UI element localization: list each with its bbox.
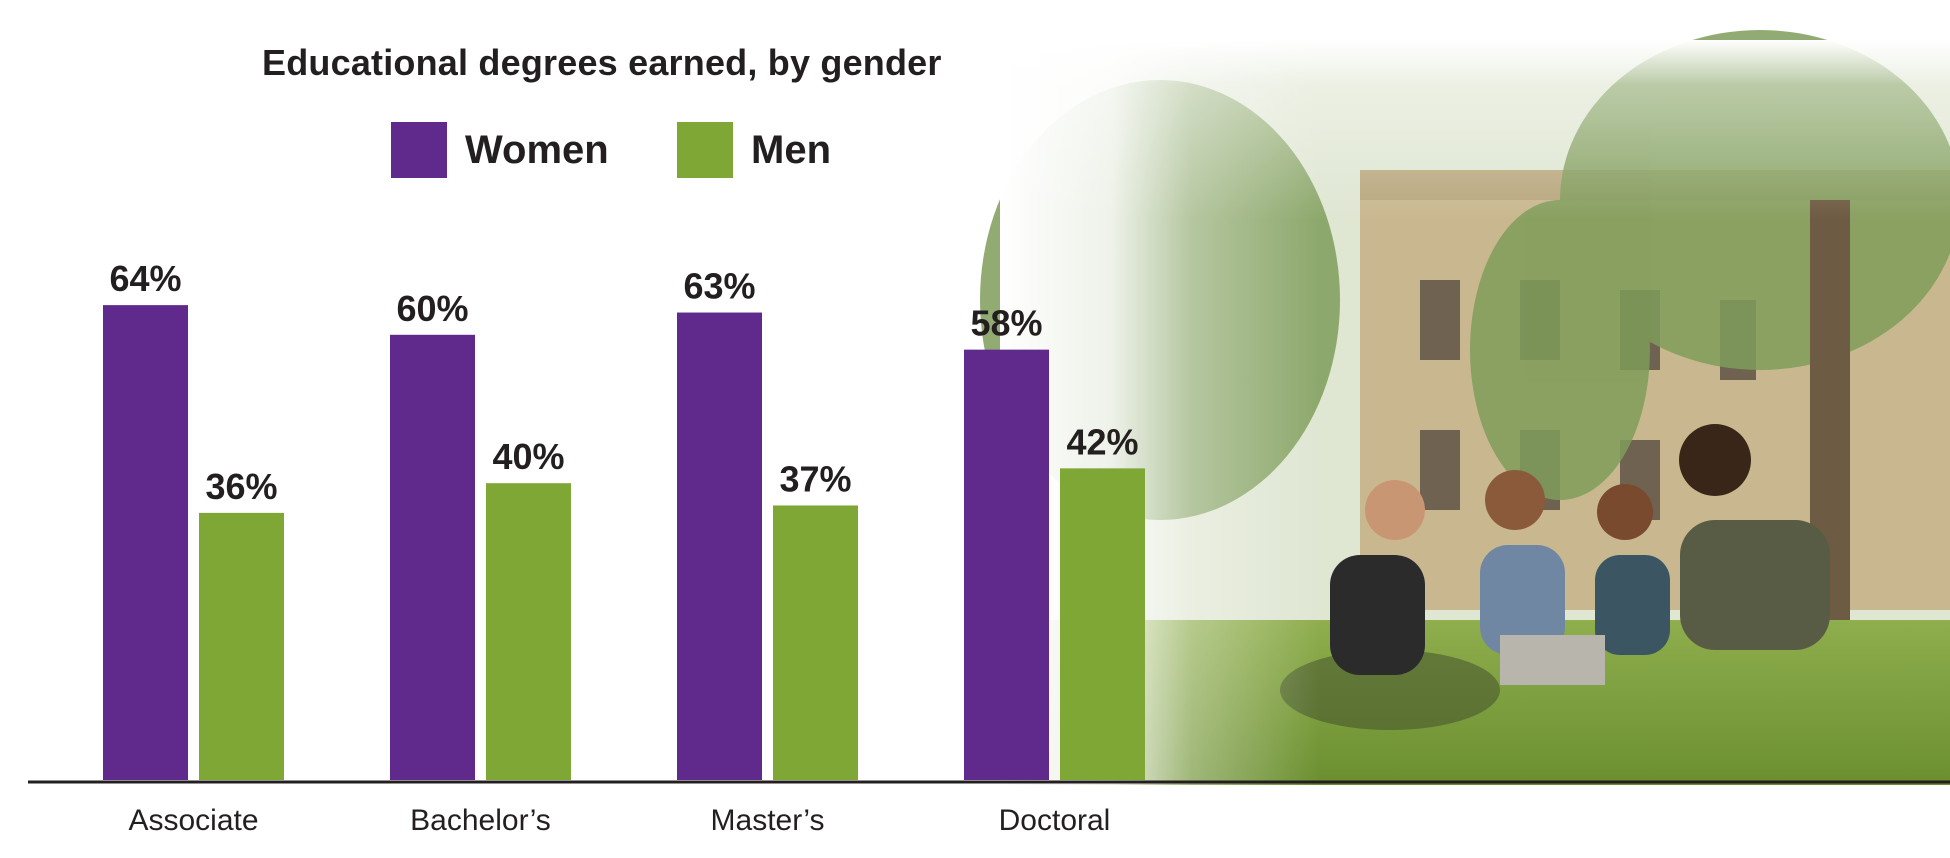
bar-women-master-s [677,312,762,780]
legend-label-women: Women [465,127,609,172]
data-label-men-bachelor-s: 40% [492,436,564,477]
bar-women-bachelor-s [390,334,475,780]
data-label-men-master-s: 37% [779,458,851,499]
legend-label-men: Men [751,127,831,172]
legend-swatch-men [677,122,733,178]
chart-legend: Women Men [0,122,1950,182]
bars-group: 64% 36% 60% 40% 63% 37% 58% 42% [103,258,1145,780]
chart-title: Educational degrees earned, by gender [262,42,942,83]
students-group [1280,424,1830,730]
bar-women-doctoral [964,349,1049,780]
legend-item-men: Men [677,122,831,178]
bar-men-master-s [773,505,858,780]
legend-swatch-women [391,122,447,178]
bar-women-associate [103,305,188,780]
bar-men-associate [199,512,284,780]
data-label-women-doctoral: 58% [970,303,1042,344]
data-label-women-master-s: 63% [683,266,755,307]
category-label-bachelor-s: Bachelor’s [410,804,551,837]
category-labels: Associate Bachelor’s Master’s Doctoral [128,804,1110,837]
data-label-men-associate: 36% [205,466,277,507]
category-label-doctoral: Doctoral [999,804,1111,837]
bar-men-doctoral [1060,468,1145,780]
data-label-men-doctoral: 42% [1066,421,1138,462]
data-label-women-associate: 64% [109,258,181,299]
data-label-women-bachelor-s: 60% [396,288,468,329]
bar-men-bachelor-s [486,483,571,780]
category-label-associate: Associate [128,804,258,837]
legend-item-women: Women [391,122,609,178]
category-label-master-s: Master’s [711,804,825,837]
